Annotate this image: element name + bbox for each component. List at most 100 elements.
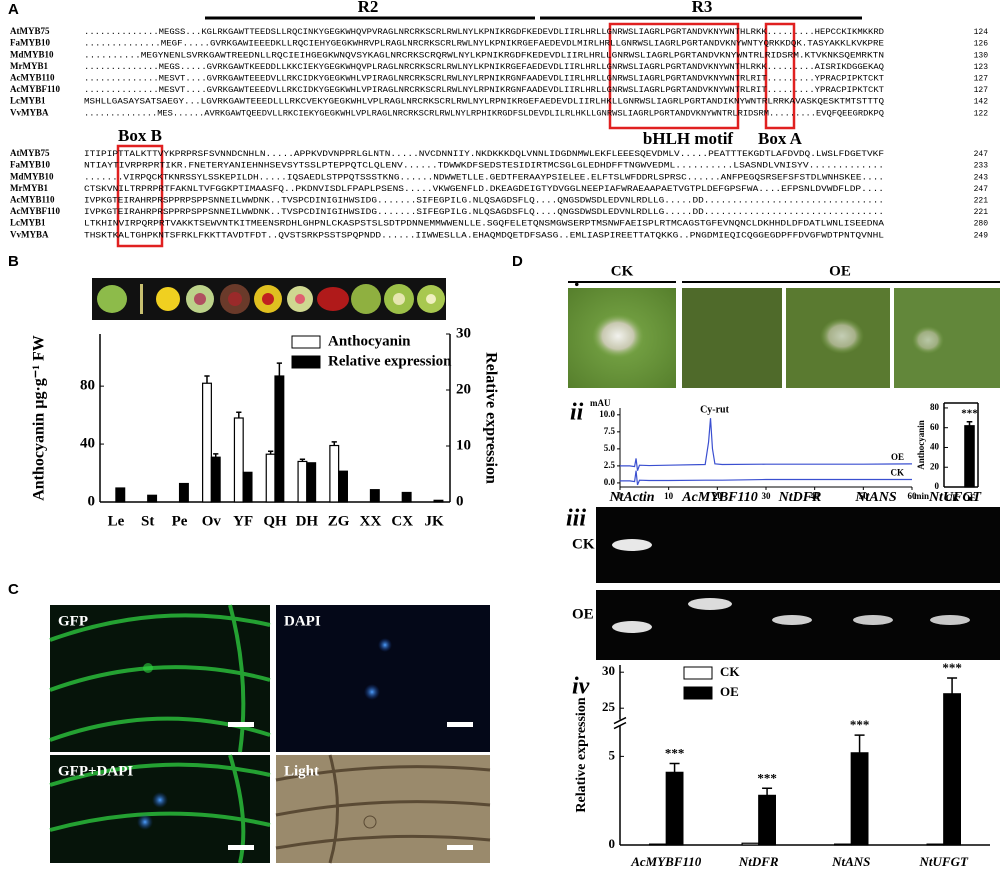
line (620, 418, 913, 471)
y-tick-label: 5.0 (604, 443, 616, 453)
error-bar (299, 458, 306, 462)
x-tick-label: NtDFR (738, 854, 779, 869)
subpanel-label: iv (572, 674, 590, 700)
bar (833, 843, 852, 846)
series-label: CK (891, 468, 905, 478)
y-tick-label: 30 (602, 663, 615, 678)
bar (274, 375, 285, 503)
sequence: CTSKVNILTRPRPRTFAKNLTVFGGKPTIMAASFQ..PKD… (84, 185, 884, 194)
significance: *** (850, 717, 870, 732)
y-tick-label: 7.5 (604, 426, 616, 436)
sequence-length: 127 (974, 86, 989, 95)
x-tick-label: 30 (762, 491, 772, 501)
bar (850, 752, 869, 846)
x-tick-label: St (141, 513, 154, 529)
axis-break (613, 716, 627, 730)
leaf-image (786, 288, 890, 388)
image-label: DAPI (284, 613, 321, 629)
legend-swatch (683, 666, 713, 680)
legend-label: CK (720, 664, 740, 679)
bar (964, 425, 975, 488)
gel-column-label: NtDFR (778, 490, 822, 505)
sequence-name: LcMYB1 (10, 96, 46, 106)
panel-label: B (8, 253, 19, 270)
image-label: GFP+DAPI (58, 763, 133, 779)
motif-label: bHLH motif (643, 129, 734, 148)
sequence-name: MdMYB10 (10, 49, 54, 59)
leaf-image (894, 288, 1000, 388)
significance: *** (665, 745, 685, 760)
sequence-name: LcMYB1 (10, 218, 46, 228)
sequence-name: AcMYBF110 (10, 206, 60, 216)
gel-row-label: CK (572, 536, 595, 552)
x-tick-label: 0 (618, 491, 623, 501)
motif-box (116, 144, 164, 248)
motif-box (764, 22, 796, 130)
error-bar (854, 734, 865, 753)
bar (178, 482, 189, 503)
bar (338, 470, 348, 503)
legend-swatch (683, 686, 713, 700)
y-tick-label: 20 (930, 461, 940, 471)
x-axis-label: min (914, 491, 929, 501)
gel-column-label: NtUFGT (928, 490, 983, 505)
bar (242, 471, 253, 503)
x-tick-label: NtANS (831, 854, 870, 869)
sequence-name: MrMYB1 (10, 61, 48, 71)
x-tick-label: 50 (859, 491, 869, 501)
gel-row-label: OE (572, 606, 594, 622)
y2-tick-label: 0 (456, 493, 464, 509)
x-tick-label: 10 (664, 491, 674, 501)
image-label: GFP (58, 613, 88, 629)
x-tick-label: QH (263, 513, 287, 529)
sequence-name: FaMYB10 (10, 38, 50, 48)
legend-label: OE (720, 684, 739, 699)
subpanel-label: ii (570, 400, 584, 426)
sequence-length: 142 (974, 98, 989, 107)
y-tick-label: 0.0 (604, 477, 616, 487)
series-label: OE (891, 452, 904, 462)
bar (369, 489, 380, 503)
x-tick-label: NtUFGT (919, 854, 969, 869)
bar (758, 794, 776, 846)
sequence: ..............MESVT....GVRKGAWTEEEDVLLRK… (84, 75, 884, 84)
sequence-name: FaMYB10 (10, 160, 50, 170)
significance: *** (961, 407, 978, 419)
error-bar (966, 421, 973, 426)
sequence: MSHLLGASAYSATSAEGY...LGVRKGAWTEEEDLLLRKC… (84, 98, 884, 107)
x-tick-label: DH (296, 513, 319, 529)
sequence-length: 127 (974, 75, 989, 84)
y-tick-label: 40 (930, 442, 940, 452)
motif-label: Box B (118, 126, 162, 145)
sequence-length: 280 (974, 220, 989, 229)
sequence-length: 247 (974, 150, 989, 159)
sequence-length: 221 (974, 208, 989, 217)
group-label: OE (829, 263, 851, 279)
bar (433, 499, 444, 503)
sequence: ..............MEGF.....GVRKGAWIEEEDKLLRQ… (84, 40, 884, 49)
x-tick-label: Le (108, 513, 125, 529)
micrograph (49, 754, 271, 864)
x-tick-label: XX (360, 513, 382, 529)
sequence-name: AtMYB75 (10, 148, 50, 158)
bar (297, 460, 308, 503)
sequence-name: AcMYBF110 (10, 84, 60, 94)
sequence: ..............MESVT....GVRKGAWTEEEDVLLRK… (84, 86, 884, 95)
sequence-length: 124 (974, 28, 989, 37)
bar (741, 842, 760, 846)
bar (665, 771, 684, 846)
y-tick-label: 25 (602, 699, 616, 714)
x-tick-label: CK (946, 493, 960, 503)
sequence-name: VvMYBA (10, 229, 49, 239)
sequence-length: 249 (974, 231, 989, 240)
leaf-image (682, 288, 782, 388)
gel-column-label: NtANS (854, 490, 896, 505)
x-tick-label: YF (233, 513, 253, 529)
motif-label: Box A (758, 129, 803, 148)
sequence: IVPKGTEIRAHRPRSPPRPSPPSNNEILWWDNK..TVSPC… (84, 208, 884, 217)
gel-column-label: NtActin (608, 490, 654, 505)
gel-image (596, 507, 1000, 660)
sequence-length: 233 (974, 162, 989, 171)
group-label: CK (611, 263, 634, 279)
